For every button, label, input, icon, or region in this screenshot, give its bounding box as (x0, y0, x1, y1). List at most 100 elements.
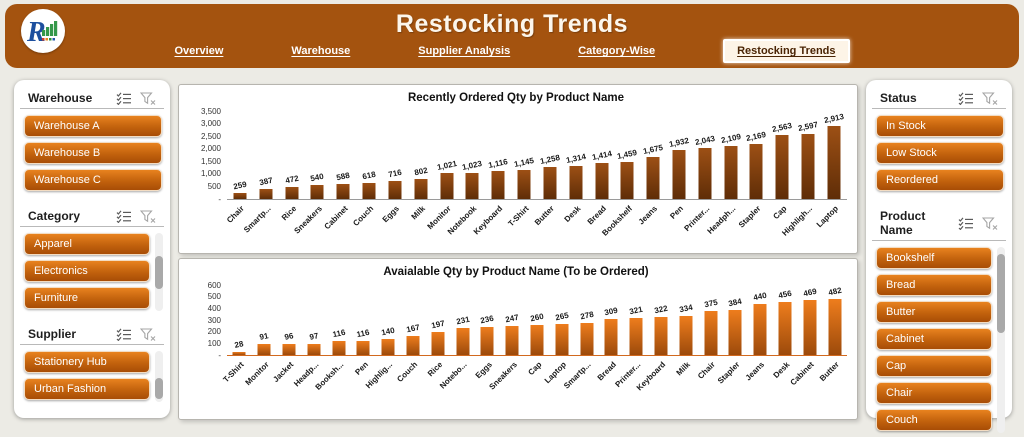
scrollbar-thumb[interactable] (155, 256, 163, 290)
bar-slot-cabinet: 469 Cabinet (789, 285, 822, 387)
bar-monitor[interactable] (440, 173, 454, 199)
multi-select-icon[interactable] (958, 217, 974, 230)
multi-select-icon[interactable] (116, 92, 132, 105)
chart-panel-available-qty: Avaialable Qty by Product Name (To be Or… (178, 258, 858, 420)
bar-printer[interactable] (629, 317, 643, 355)
bar-jeans[interactable] (646, 156, 660, 199)
bar-printer[interactable] (698, 147, 712, 199)
scrollbar-track[interactable] (155, 351, 163, 402)
bar-jeans[interactable] (753, 303, 767, 355)
slicer-option-cabinet[interactable]: Cabinet (876, 328, 992, 350)
bar-value-label: 2,597 (797, 119, 819, 133)
bar-desk[interactable] (778, 301, 792, 355)
multi-select-icon[interactable] (116, 210, 132, 223)
clear-filter-icon[interactable] (982, 216, 998, 230)
slicer-option-in-stock[interactable]: In Stock (876, 115, 1004, 137)
slicer-option-urban-fashion[interactable]: Urban Fashion (24, 378, 150, 400)
bar-rice[interactable] (431, 332, 445, 355)
bar-pen[interactable] (356, 341, 370, 355)
bar-stapler[interactable] (728, 310, 742, 355)
bar-laptop[interactable] (555, 324, 569, 355)
multi-select-icon[interactable] (958, 92, 974, 105)
slicer-option-electronics[interactable]: Electronics (24, 260, 150, 282)
bar-t-shirt[interactable] (232, 351, 246, 355)
nav-tab-category-wise[interactable]: Category-Wise (578, 45, 656, 57)
slicer-option-cap[interactable]: Cap (876, 355, 992, 377)
bar-keyboard[interactable] (491, 170, 505, 199)
bar-keyboard[interactable] (654, 317, 668, 355)
nav-tab-overview[interactable]: Overview (174, 45, 224, 57)
scrollbar-thumb[interactable] (155, 377, 163, 399)
bar-notebo[interactable] (456, 328, 470, 355)
nav-tab-restocking-trends[interactable]: Restocking Trends (723, 39, 850, 63)
bar-value-label: 1,116 (487, 157, 509, 170)
bar-bread[interactable] (595, 163, 608, 199)
bar-monitor[interactable] (257, 344, 271, 355)
bar-headph[interactable] (724, 145, 738, 199)
bar-slot-jeans: 440 Jeans (744, 285, 773, 382)
bar-couch[interactable] (406, 335, 420, 355)
slicer-option-warehouse-c[interactable]: Warehouse C (24, 169, 162, 191)
clear-filter-icon[interactable] (140, 91, 156, 105)
bar-highlig[interactable] (381, 338, 395, 355)
slicer-option-furniture[interactable]: Furniture (24, 287, 150, 309)
clear-filter-icon[interactable] (140, 327, 156, 341)
nav-tab-supplier-analysis[interactable]: Supplier Analysis (418, 45, 511, 57)
bar-notebook[interactable] (465, 173, 479, 199)
bar-eggs[interactable] (480, 327, 494, 355)
bar-laptop[interactable] (827, 125, 841, 199)
bar-value-label: 116 (356, 328, 371, 340)
bar-cap[interactable] (775, 134, 789, 199)
clear-filter-icon[interactable] (140, 209, 156, 223)
bar-jacket[interactable] (282, 343, 296, 355)
bar-cabinet[interactable] (336, 184, 350, 199)
bar-chair[interactable] (704, 311, 718, 355)
bar-value-label: 540 (309, 172, 325, 184)
bar-milk[interactable] (679, 316, 693, 355)
slicer-option-bookshelf[interactable]: Bookshelf (876, 247, 992, 269)
bar-stapler[interactable] (749, 144, 763, 199)
bar-couch[interactable] (362, 183, 376, 199)
bar-butter[interactable] (828, 298, 842, 355)
slicer-option-couch[interactable]: Couch (876, 409, 992, 431)
bar-rice[interactable] (285, 187, 299, 199)
slicer-option-warehouse-b[interactable]: Warehouse B (24, 142, 162, 164)
slicer-option-warehouse-a[interactable]: Warehouse A (24, 115, 162, 137)
bar-bread[interactable] (604, 318, 618, 355)
bar-t-shirt[interactable] (517, 170, 531, 199)
clear-filter-icon[interactable] (982, 91, 998, 105)
bar-booksh[interactable] (332, 341, 346, 355)
bar-highligh[interactable] (801, 133, 815, 199)
nav-tab-warehouse[interactable]: Warehouse (291, 45, 351, 57)
y-tick-label: - (218, 194, 221, 204)
bar-milk[interactable] (414, 178, 428, 199)
scrollbar-track[interactable] (997, 247, 1005, 433)
bar-desk[interactable] (569, 165, 583, 199)
slicer-option-reordered[interactable]: Reordered (876, 169, 1004, 191)
slicer-option-apparel[interactable]: Apparel (24, 233, 150, 255)
multi-select-icon[interactable] (116, 328, 132, 341)
slicer-option-low-stock[interactable]: Low Stock (876, 142, 1004, 164)
bar-headp[interactable] (307, 343, 321, 355)
slicer-option-chair[interactable]: Chair (876, 382, 992, 404)
bar-smartp[interactable] (259, 189, 273, 199)
x-axis-label: Jeans (744, 360, 767, 383)
bar-chair[interactable] (233, 192, 247, 199)
bar-value-label: 716 (387, 167, 403, 180)
bar-eggs[interactable] (388, 181, 402, 199)
bar-smartp[interactable] (580, 322, 594, 355)
bar-butter[interactable] (543, 167, 557, 199)
slicer-section-product-name: Product Name Bookshelf Bread Butter Cabinet C… (870, 206, 1008, 437)
bar-sneakers[interactable] (310, 185, 324, 199)
slicer-option-bread[interactable]: Bread (876, 274, 992, 296)
bar-bookshelf[interactable] (620, 162, 634, 199)
x-axis-label: Butter (533, 204, 557, 228)
bar-cap[interactable] (530, 324, 544, 355)
slicer-option-butter[interactable]: Butter (876, 301, 992, 323)
bar-pen[interactable] (672, 150, 686, 199)
bar-sneakers[interactable] (505, 326, 519, 355)
slicer-option-stationery-hub[interactable]: Stationery Hub (24, 351, 150, 373)
scrollbar-thumb[interactable] (997, 254, 1005, 333)
bar-cabinet[interactable] (803, 300, 817, 355)
scrollbar-track[interactable] (155, 233, 163, 311)
